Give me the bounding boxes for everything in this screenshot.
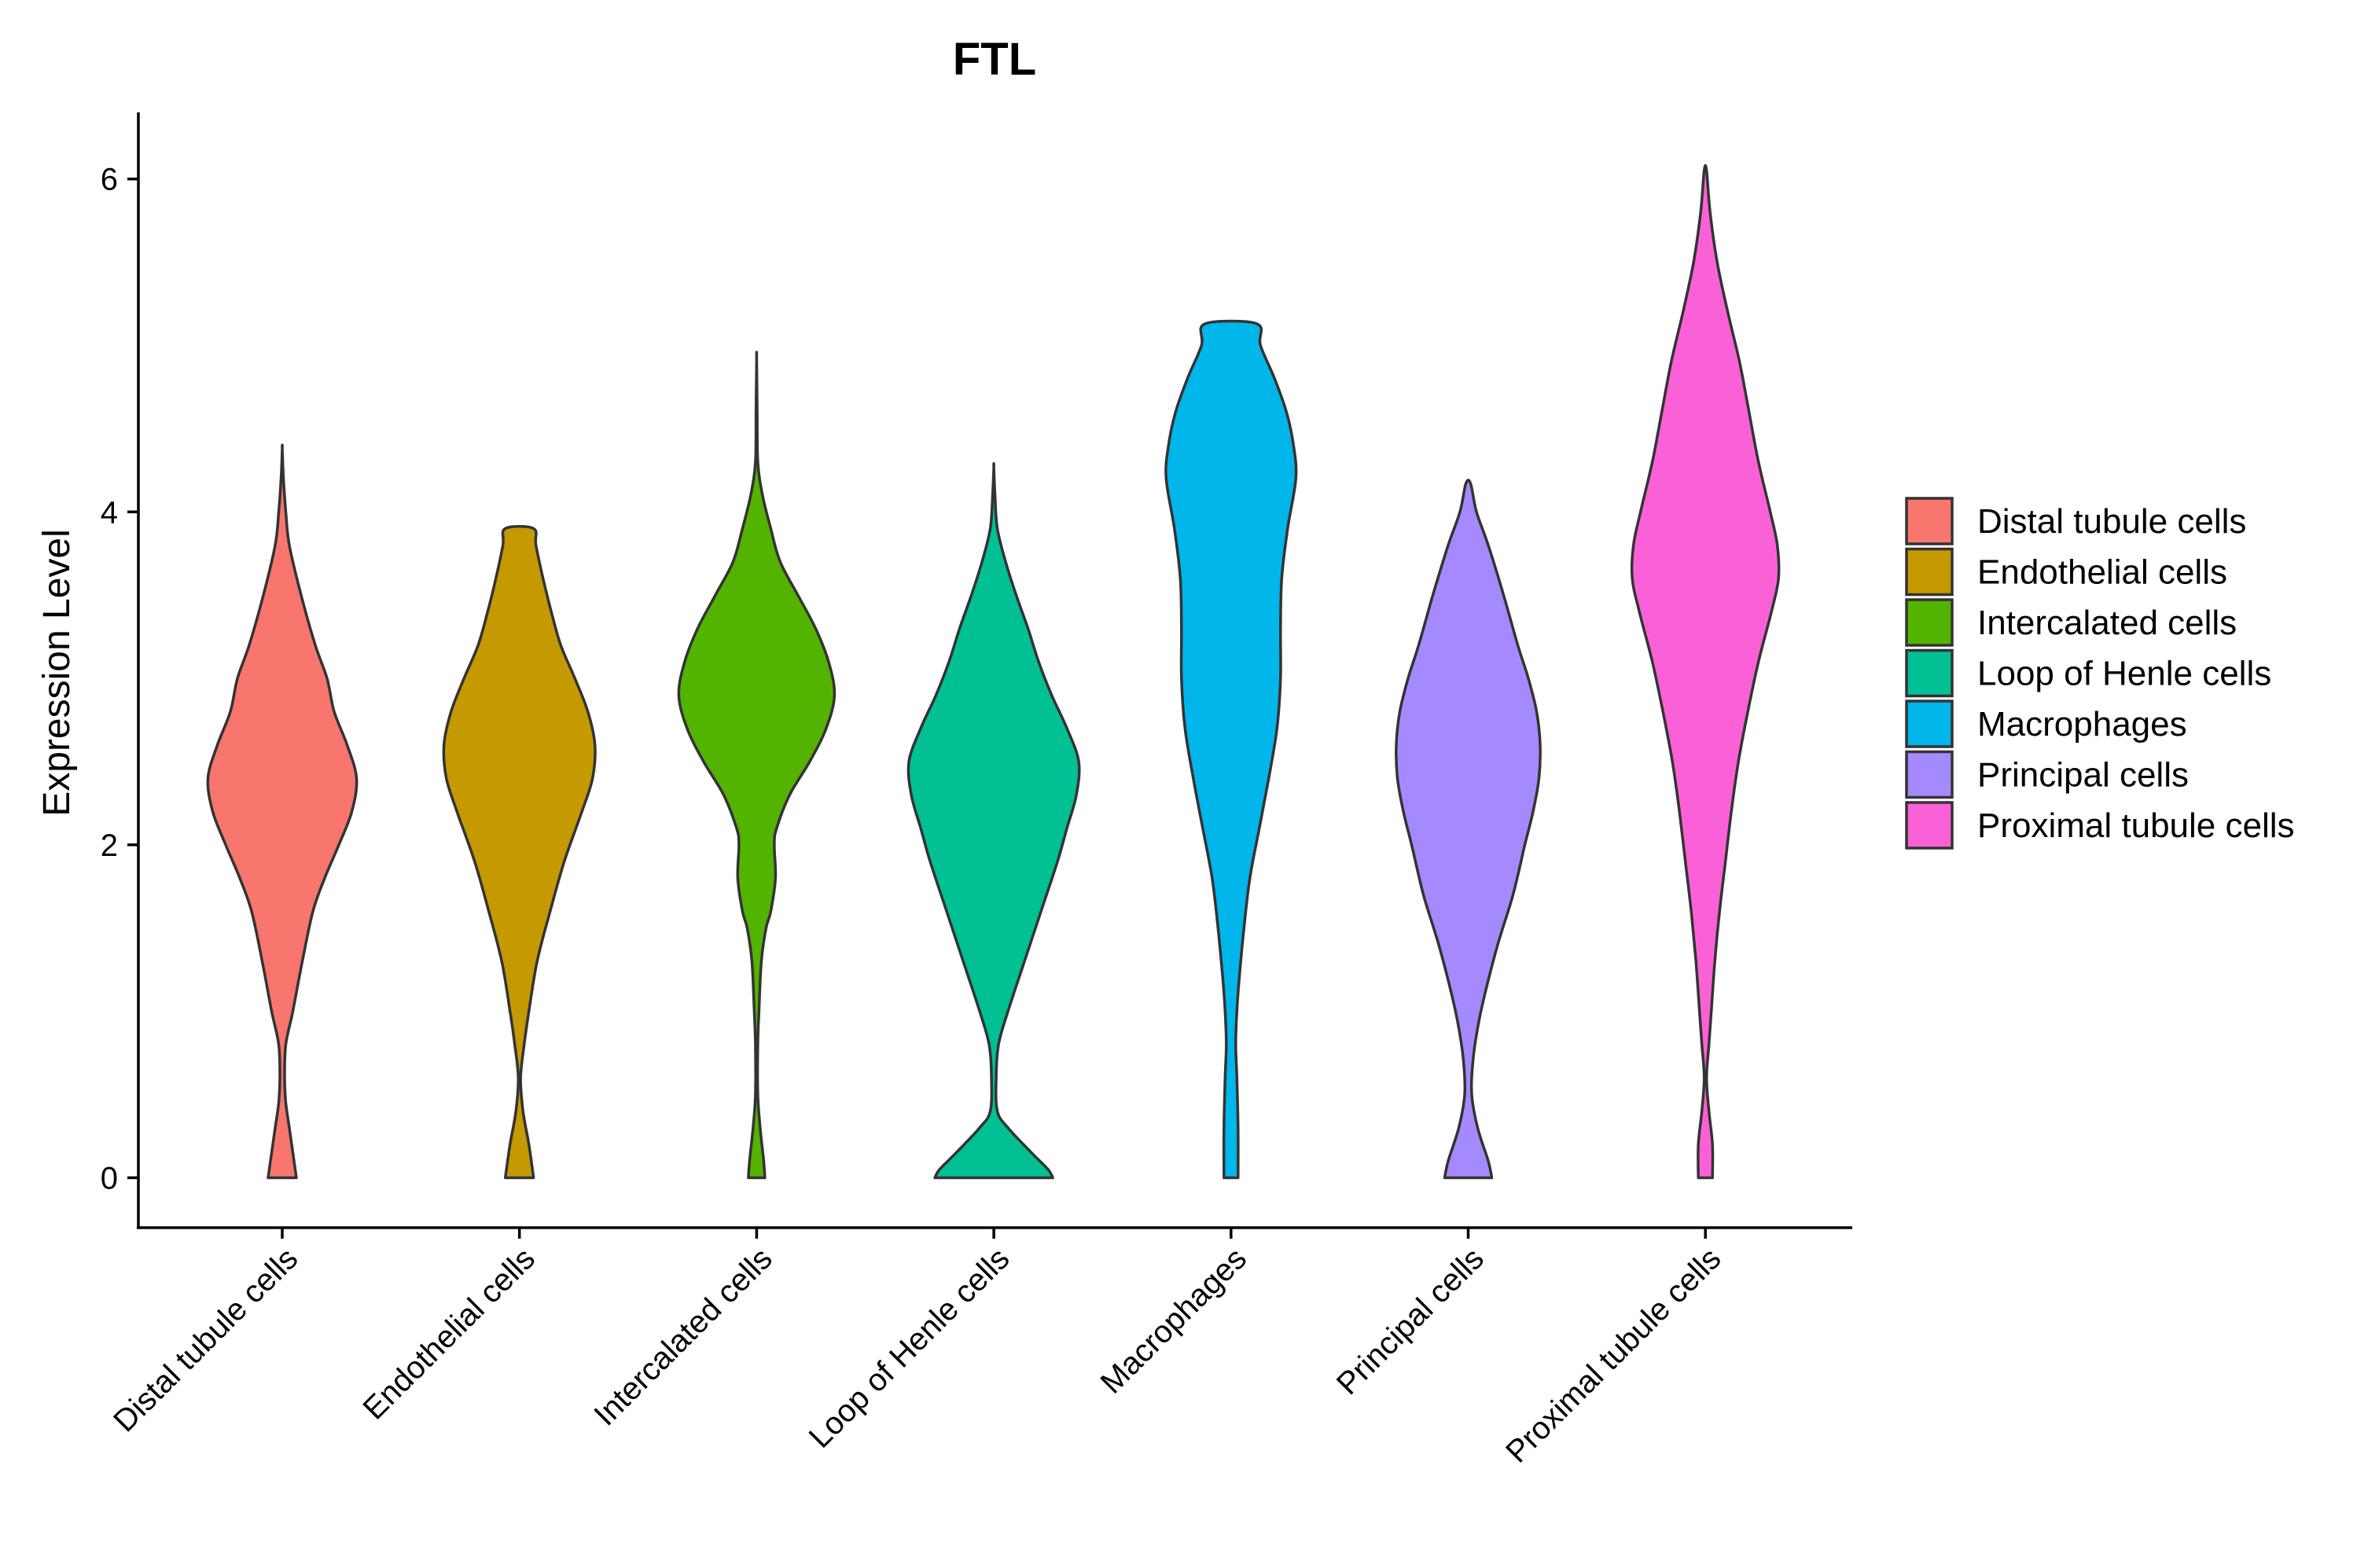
violin-macrophages: [1164, 319, 1298, 1180]
legend-key-intercalated-cells: [1905, 598, 1954, 647]
legend: Distal tubule cells Endothelial cells Inte…: [1905, 497, 2295, 850]
chart-title: FTL: [953, 34, 1036, 85]
violin-loop-of-henle-cells: [906, 461, 1081, 1180]
violin-distal-tubule-cells: [206, 443, 359, 1180]
legend-key-principal-cells: [1905, 750, 1954, 799]
legend-label: Endothelial cells: [1977, 553, 2227, 592]
legend-key-loop-of-henle-cells: [1905, 648, 1954, 698]
y-tick-label: 4: [101, 495, 118, 530]
legend-key-distal-tubule-cells: [1905, 497, 1954, 545]
legend-label: Distal tubule cells: [1977, 502, 2246, 541]
y-tick-label: 0: [101, 1161, 118, 1195]
legend-label: Principal cells: [1977, 756, 2189, 795]
violin-intercalated-cells: [677, 351, 837, 1180]
violin-endothelial-cells: [442, 525, 597, 1180]
legend-label: Proximal tubule cells: [1977, 806, 2295, 845]
y-tick-label: 6: [101, 163, 118, 197]
violin-proximal-tubule-cells: [1630, 163, 1781, 1180]
legend-key-macrophages: [1905, 700, 1954, 748]
legend-label: Intercalated cells: [1977, 604, 2237, 642]
violin-layer: [206, 163, 1781, 1180]
legend-label: Loop of Henle cells: [1977, 655, 2271, 693]
legend-key-endothelial-cells: [1905, 547, 1954, 597]
legend-label: Macrophages: [1977, 705, 2187, 744]
y-axis-label: Expression Level: [36, 529, 78, 817]
y-tick-label: 2: [101, 828, 118, 863]
y-ticks: 0 2 4 6: [101, 163, 138, 1195]
violin-principal-cells: [1395, 479, 1542, 1180]
legend-key-proximal-tubule-cells: [1905, 801, 1954, 850]
